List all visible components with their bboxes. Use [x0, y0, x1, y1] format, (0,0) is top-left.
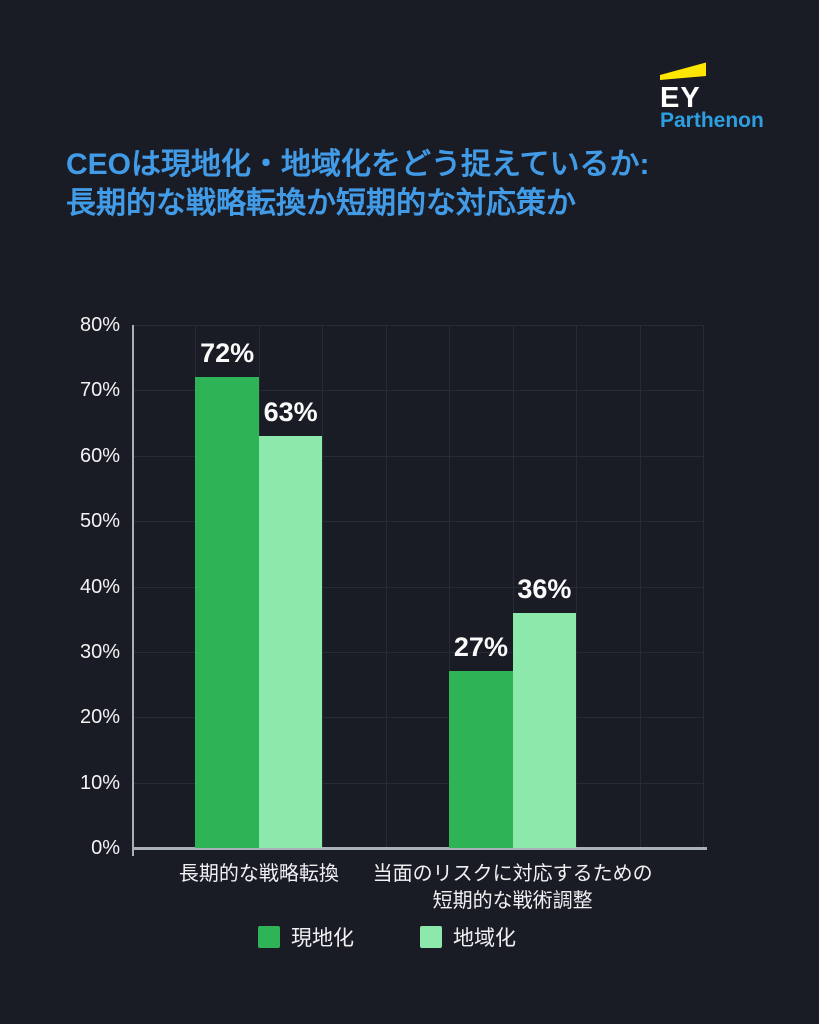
gridline-vertical [449, 325, 451, 848]
legend-swatch-icon [420, 926, 442, 948]
y-axis-tick-label: 70% [79, 379, 120, 402]
y-axis-tick-label: 50% [79, 510, 120, 533]
logo-ey-text: EY [660, 82, 701, 114]
x-axis-category-label: 当面のリスクに対応するための 短期的な戦術調整 [372, 863, 653, 912]
bar-value-label: 36% [517, 573, 572, 604]
gridline-vertical [512, 325, 514, 848]
y-axis-tick-label: 80% [79, 314, 120, 336]
x-axis-line [132, 847, 707, 850]
legend-item-現地化: 現地化 [258, 922, 354, 952]
gridline-horizontal [132, 586, 703, 588]
x-axis-category-label: 長期的な戦略転換 [178, 863, 339, 885]
gridline-horizontal [132, 651, 703, 653]
y-axis-line [132, 325, 134, 856]
legend-item-地域化: 地域化 [420, 922, 516, 952]
gridline-vertical [322, 325, 324, 848]
gridline-vertical [703, 325, 704, 848]
gridline-horizontal [132, 521, 703, 523]
gridline-horizontal [132, 455, 703, 457]
legend-label: 現地化 [291, 927, 354, 950]
bar-value-label: 72% [200, 338, 255, 369]
bar-地域化-2 [512, 612, 577, 848]
gridline-vertical [576, 325, 578, 848]
logo-parthenon-text: Parthenon [660, 109, 764, 132]
y-axis-tick-label: 10% [79, 771, 120, 794]
bar-現地化-2 [449, 671, 513, 848]
page-title: CEOは現地化・地域化をどう捉えているか: 長期的な戦略転換か短期的な対応策か [66, 145, 650, 223]
y-axis-tick-label: 30% [79, 640, 120, 663]
y-axis-tick-label: 20% [79, 706, 120, 729]
y-axis-tick-label: 0% [91, 837, 120, 859]
gridline-vertical [385, 325, 387, 848]
gridline-horizontal [132, 390, 703, 392]
y-axis-tick-label: 60% [79, 444, 120, 467]
legend-swatch-icon [258, 926, 280, 948]
y-axis-tick-label: 40% [79, 575, 120, 598]
page-title-line1: CEOは現地化・地域化をどう捉えているか: [66, 148, 650, 181]
bar-現地化-1 [195, 377, 259, 848]
bar-value-label: 27% [453, 632, 508, 663]
bar-地域化-1 [258, 436, 323, 848]
legend-label: 地域化 [453, 927, 516, 950]
gridline-vertical [639, 325, 641, 848]
gridline-horizontal [132, 325, 703, 326]
gridline-horizontal [132, 717, 703, 719]
page-title-line2: 長期的な戦略転換か短期的な対応策か [66, 187, 576, 220]
bar-value-label: 63% [263, 397, 318, 428]
gridline-horizontal [132, 782, 703, 784]
